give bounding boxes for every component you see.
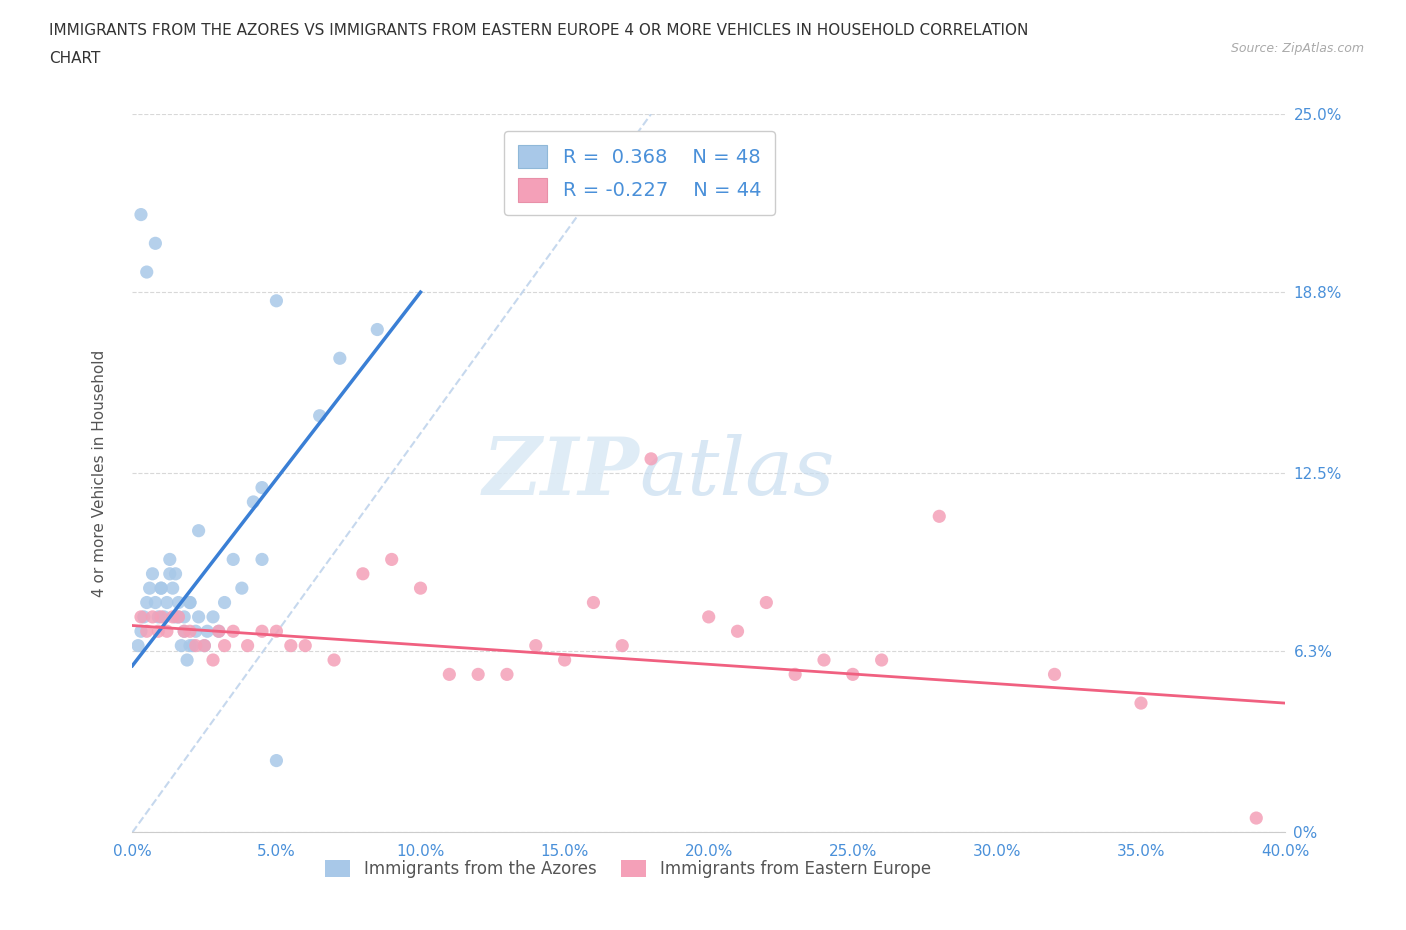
Point — [187, 609, 209, 624]
Text: CHART: CHART — [49, 51, 101, 66]
Point — [127, 638, 149, 653]
Point — [266, 753, 288, 768]
Point — [141, 609, 163, 624]
Point — [179, 595, 201, 610]
Point — [250, 552, 273, 567]
Point — [467, 667, 489, 682]
Point — [156, 595, 179, 610]
Point — [156, 624, 179, 639]
Point — [150, 580, 173, 595]
Point — [236, 638, 259, 653]
Point — [222, 624, 245, 639]
Point — [697, 609, 720, 624]
Point — [214, 595, 236, 610]
Point — [195, 624, 218, 639]
Point — [582, 595, 605, 610]
Y-axis label: 4 or more Vehicles in Household: 4 or more Vehicles in Household — [93, 350, 107, 597]
Point — [727, 624, 749, 639]
Point — [165, 609, 187, 624]
Point — [308, 408, 330, 423]
Point — [162, 609, 184, 624]
Point — [280, 638, 302, 653]
Point — [132, 609, 155, 624]
Text: atlas: atlas — [640, 434, 835, 512]
Point — [202, 609, 225, 624]
Point — [208, 624, 231, 639]
Point — [159, 566, 181, 581]
Point — [135, 624, 157, 639]
Point — [173, 609, 195, 624]
Point — [148, 624, 170, 639]
Legend: Immigrants from the Azores, Immigrants from Eastern Europe: Immigrants from the Azores, Immigrants f… — [325, 860, 931, 878]
Point — [138, 580, 160, 595]
Point — [165, 566, 187, 581]
Point — [1130, 696, 1153, 711]
Point — [813, 653, 835, 668]
Point — [187, 524, 209, 538]
Point — [135, 595, 157, 610]
Point — [129, 207, 152, 222]
Point — [145, 236, 167, 251]
Point — [266, 293, 288, 308]
Point — [366, 322, 388, 337]
Point — [145, 595, 167, 610]
Point — [323, 653, 346, 668]
Point — [135, 265, 157, 280]
Point — [173, 624, 195, 639]
Point — [250, 624, 273, 639]
Point — [242, 495, 264, 510]
Point — [159, 552, 181, 567]
Point — [208, 624, 231, 639]
Point — [1043, 667, 1066, 682]
Point — [170, 638, 193, 653]
Point — [129, 609, 152, 624]
Point — [222, 552, 245, 567]
Point — [179, 595, 201, 610]
Text: ZIP: ZIP — [482, 434, 640, 512]
Point — [329, 351, 352, 365]
Point — [179, 638, 201, 653]
Point — [148, 609, 170, 624]
Text: IMMIGRANTS FROM THE AZORES VS IMMIGRANTS FROM EASTERN EUROPE 4 OR MORE VEHICLES : IMMIGRANTS FROM THE AZORES VS IMMIGRANTS… — [49, 23, 1029, 38]
Point — [184, 638, 207, 653]
Point — [162, 580, 184, 595]
Point — [554, 653, 576, 668]
Point — [176, 653, 198, 668]
Point — [640, 451, 662, 466]
Point — [184, 624, 207, 639]
Point — [150, 580, 173, 595]
Point — [842, 667, 865, 682]
Point — [250, 480, 273, 495]
Point — [785, 667, 807, 682]
Point — [266, 624, 288, 639]
Point — [167, 609, 190, 624]
Point — [153, 609, 176, 624]
Point — [193, 638, 215, 653]
Point — [755, 595, 778, 610]
Point — [870, 653, 893, 668]
Point — [294, 638, 316, 653]
Point — [496, 667, 519, 682]
Point — [381, 552, 404, 567]
Point — [409, 580, 432, 595]
Point — [181, 638, 204, 653]
Point — [231, 580, 253, 595]
Point — [214, 638, 236, 653]
Text: Source: ZipAtlas.com: Source: ZipAtlas.com — [1230, 42, 1364, 55]
Point — [173, 624, 195, 639]
Point — [352, 566, 374, 581]
Point — [202, 653, 225, 668]
Point — [179, 624, 201, 639]
Point — [612, 638, 634, 653]
Point — [141, 566, 163, 581]
Point — [928, 509, 950, 524]
Point — [129, 624, 152, 639]
Point — [193, 638, 215, 653]
Point — [150, 609, 173, 624]
Point — [167, 609, 190, 624]
Point — [167, 595, 190, 610]
Point — [1246, 811, 1268, 826]
Point — [439, 667, 461, 682]
Point — [524, 638, 547, 653]
